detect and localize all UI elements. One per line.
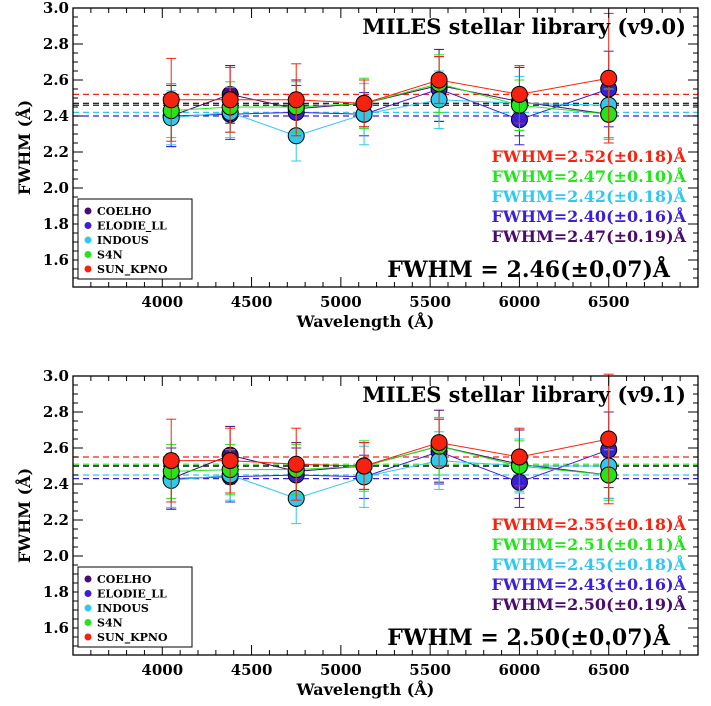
fwhm-label-elodie_ll: FWHM=2.43(±0.16)Å	[492, 573, 687, 594]
legend-marker-elodie_ll	[84, 222, 92, 229]
legend-label-sun_kpno: SUN_KPNO	[97, 263, 168, 277]
legend-marker-s4n	[84, 251, 92, 258]
x-tick-label: 5000	[320, 293, 362, 311]
fwhm-label-indous: FWHM=2.45(±0.18)Å	[492, 553, 687, 574]
y-tick-label: 3.0	[43, 367, 69, 385]
legend-marker-coelho	[84, 207, 92, 215]
data-point	[600, 430, 618, 448]
data-point	[162, 91, 180, 109]
x-tick-label: 5500	[409, 661, 451, 679]
legend-marker-elodie_ll	[84, 590, 92, 597]
plot-frame	[72, 375, 699, 656]
y-tick-label: 2.8	[43, 403, 69, 421]
fwhm-label-s4n: FWHM=2.51(±0.11)Å	[492, 533, 687, 554]
legend-label-elodie_ll: ELODIE_LL	[97, 588, 167, 602]
y-tick-label: 1.6	[43, 251, 69, 269]
y-tick-label: 2.2	[43, 511, 69, 529]
data-point	[430, 434, 448, 452]
x-tick-label: 5500	[409, 293, 451, 311]
legend-label-coelho: COELHO	[97, 573, 152, 586]
panel-2: 4000 4500 5000 5500 6000 6500 1.6 1.8 2.0 2.2 2.4 2…	[13, 367, 699, 699]
y-tick-label: 2.2	[43, 143, 69, 161]
x-tick-label: 4500	[231, 293, 273, 311]
legend-label-s4n: S4N	[97, 249, 123, 262]
fwhm-label-s4n: FWHM=2.47(±0.10)Å	[492, 165, 687, 186]
y-tick-label: 2.4	[43, 107, 69, 125]
legend-label-coelho: COELHO	[97, 205, 152, 218]
data-point	[221, 91, 239, 109]
data-point	[221, 452, 239, 470]
y-tick-label: 2.6	[43, 439, 69, 457]
x-axis-label: Wavelength (Å)	[296, 310, 435, 331]
y-tick-label: 2.0	[43, 179, 69, 197]
legend-marker-s4n	[84, 619, 92, 626]
data-point	[287, 91, 305, 109]
x-tick-label: 4000	[141, 661, 183, 679]
y-tick-label: 2.0	[43, 547, 69, 565]
x-tick-label: 6000	[499, 293, 541, 311]
x-axis-label: Wavelength (Å)	[296, 678, 435, 699]
y-tick-label: 1.6	[43, 619, 69, 637]
data-point	[355, 94, 373, 112]
legend-marker-indous	[84, 236, 92, 244]
data-point	[162, 452, 180, 470]
x-tick-label: 6500	[588, 293, 630, 311]
data-point	[430, 71, 448, 89]
chart-title: MILES stellar library (v9.0)	[362, 14, 686, 39]
overall-fwhm-label: FWHM = 2.50(±0.07)Å	[387, 624, 671, 651]
y-axis-label: FWHM (Å)	[13, 468, 34, 563]
x-tick-label: 6500	[588, 661, 630, 679]
legend-marker-indous	[84, 604, 92, 612]
legend-box	[77, 198, 193, 280]
series-sun_kpno	[162, 373, 618, 505]
legend-label-s4n: S4N	[97, 617, 123, 630]
fwhm-label-sun_kpno: FWHM=2.55(±0.18)Å	[492, 513, 687, 534]
data-point	[355, 457, 373, 475]
legend-label-sun_kpno: SUN_KPNO	[97, 631, 168, 645]
legend-label-elodie_ll: ELODIE_LL	[97, 220, 167, 234]
x-tick-label: 4500	[231, 661, 273, 679]
overall-fwhm-label: FWHM = 2.46(±0.07)Å	[387, 256, 671, 283]
plot-frame	[72, 7, 699, 288]
legend-marker-sun_kpno	[84, 265, 92, 273]
y-tick-label: 3.0	[43, 0, 69, 17]
chart-title: MILES stellar library (v9.1)	[362, 382, 686, 407]
y-tick-label: 2.8	[43, 35, 69, 53]
fwhm-label-indous: FWHM=2.42(±0.18)Å	[492, 185, 687, 206]
fwhm-label-coelho: FWHM=2.50(±0.19)Å	[492, 593, 687, 614]
y-tick-label: 2.4	[43, 475, 69, 493]
x-tick-label: 6000	[499, 661, 541, 679]
fwhm-label-elodie_ll: FWHM=2.40(±0.16)Å	[492, 205, 687, 226]
fwhm-label-sun_kpno: FWHM=2.52(±0.18)Å	[492, 145, 687, 166]
y-tick-label: 1.8	[43, 215, 69, 233]
y-axis-label: FWHM (Å)	[13, 100, 34, 195]
y-tick-label: 2.6	[43, 71, 69, 89]
data-point	[287, 455, 305, 473]
data-point	[510, 448, 528, 466]
data-point	[510, 85, 528, 103]
legend-label-indous: INDOUS	[97, 602, 149, 615]
fwhm-label-coelho: FWHM=2.47(±0.19)Å	[492, 225, 687, 246]
legend-box	[77, 566, 193, 648]
legend-marker-coelho	[84, 575, 92, 583]
y-tick-label: 1.8	[43, 583, 69, 601]
data-point	[600, 69, 618, 87]
x-tick-label: 4000	[141, 293, 183, 311]
legend-label-indous: INDOUS	[97, 234, 149, 247]
panel-1: 4000 4500 5000 5500 6000 6500 1.6 1.8 2.0 2.2 2.4 2…	[13, 0, 699, 331]
x-tick-label: 5000	[320, 661, 362, 679]
legend-marker-sun_kpno	[84, 633, 92, 641]
